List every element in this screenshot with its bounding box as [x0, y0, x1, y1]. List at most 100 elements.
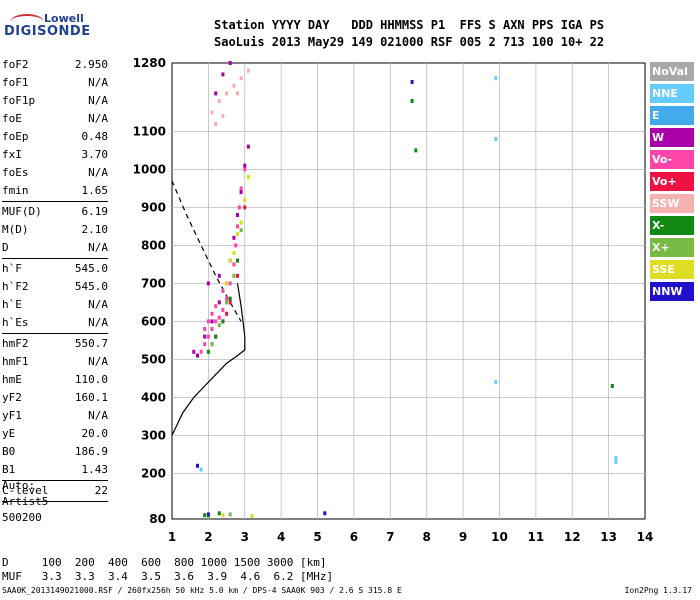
param-name: C-level: [2, 484, 49, 497]
echo-point: [414, 148, 418, 153]
legend-entry: E: [650, 106, 694, 125]
echo-point: [228, 296, 232, 301]
param-name: foF2: [2, 58, 29, 71]
param-name: hmE: [2, 373, 22, 386]
echo-point: [494, 380, 498, 385]
param-value: N/A: [88, 76, 108, 89]
echo-point: [246, 144, 250, 149]
echo-point: [236, 91, 239, 96]
echo-point: [221, 308, 225, 312]
y-tick-label: 500: [141, 352, 166, 366]
param-row: foF2 2.950: [2, 56, 108, 74]
x-tick-label: 13: [600, 530, 617, 544]
param-row: foE N/A: [2, 110, 108, 128]
echo-point: [214, 121, 218, 126]
y-tick-label: 400: [141, 390, 166, 404]
param-row: foF1p N/A: [2, 92, 108, 110]
echo-point: [494, 76, 498, 81]
echo-point: [225, 311, 229, 316]
param-row: foF1 N/A: [2, 74, 108, 92]
param-value: N/A: [88, 298, 108, 311]
echo-point: [210, 327, 214, 331]
echo-point: [210, 311, 214, 316]
legend-entry: X-: [650, 216, 694, 235]
param-value: 110.0: [74, 373, 108, 386]
param-row: h`Es N/A: [2, 314, 108, 332]
legend-entry: NNW: [650, 282, 694, 301]
param-name: h`F: [2, 262, 22, 275]
echo-point: [214, 319, 218, 324]
param-row: h`F 545.0: [2, 260, 108, 278]
param-row: h`F2 545.0: [2, 278, 108, 296]
echo-point: [239, 228, 243, 233]
y-tick-label: 700: [141, 276, 166, 290]
x-tick-label: 7: [386, 530, 394, 544]
param-name: fmin: [2, 184, 29, 197]
echo-point: [217, 300, 221, 305]
echo-point: [243, 163, 247, 168]
param-separator: [2, 201, 108, 202]
echo-point: [614, 456, 618, 461]
echo-point: [192, 349, 196, 354]
echo-point: [236, 224, 239, 229]
param-value: 1.43: [81, 463, 109, 476]
param-name: foEs: [2, 166, 29, 179]
muf-distance-row: D 100 200 400 600 800 1000 1500 3000 [km…: [2, 556, 327, 569]
y-tick-label: 800: [141, 238, 166, 252]
param-row: h`E N/A: [2, 296, 108, 314]
echo-point: [232, 262, 236, 267]
echo-point: [250, 514, 254, 518]
x-tick-label: 3: [241, 530, 249, 544]
param-value: N/A: [88, 316, 108, 329]
x-tick-label: 4: [277, 530, 285, 544]
echo-point: [199, 467, 203, 472]
echo-point: [203, 513, 207, 518]
param-value: 20.0: [81, 427, 109, 440]
param-value: 22: [94, 484, 108, 497]
echo-point: [225, 296, 229, 301]
echo-point: [210, 342, 214, 347]
legend-entry: W: [650, 128, 694, 147]
param-name: h`E: [2, 298, 22, 311]
param-value: 550.7: [74, 337, 108, 350]
profile-line: [171, 180, 242, 322]
echo-point: [214, 91, 218, 96]
echo-point: [221, 72, 225, 77]
param-name: hmF1: [2, 355, 29, 368]
param-row: D N/A: [2, 239, 108, 257]
y-tick-label: 600: [141, 314, 166, 328]
legend-entry: Vo+: [650, 172, 694, 191]
echo-point: [232, 235, 236, 240]
legend-entry: NNE: [650, 84, 694, 103]
param-row: hmF1 N/A: [2, 353, 108, 371]
echo-point: [210, 110, 214, 115]
param-value: 2.950: [74, 58, 108, 71]
echo-point: [217, 323, 221, 328]
legend-entry: SSE: [650, 260, 694, 279]
echo-point: [239, 186, 243, 191]
echo-point: [203, 342, 207, 347]
echo-point: [217, 315, 221, 320]
echo-point: [196, 463, 199, 468]
param-row: foEp 0.48: [2, 128, 108, 146]
y-tick-label: 300: [141, 428, 166, 442]
param-value: 545.0: [74, 262, 108, 275]
param-row: hmE 110.0: [2, 371, 108, 389]
echo-point: [206, 319, 210, 324]
logo-line1: Lowell: [44, 12, 84, 25]
echo-point: [221, 289, 225, 293]
muf-frequency-row: MUF 3.3 3.3 3.4 3.5 3.6 3.9 4.6 6.2 [MHz…: [2, 570, 334, 583]
param-value: N/A: [88, 112, 108, 125]
parameter-panel: foF2 2.950 foF1 N/A foF1p N/A foE N/A foEp 0.48 fx…: [2, 56, 108, 503]
profile-line: [171, 283, 246, 436]
param-row: foEs N/A: [2, 164, 108, 182]
param-name: foF1: [2, 76, 29, 89]
param-name: MUF(D): [2, 205, 42, 218]
echo-point: [206, 349, 210, 354]
echo-point: [410, 80, 414, 84]
echo-point: [236, 213, 239, 217]
echo-point: [243, 197, 247, 202]
x-tick-label: 5: [313, 530, 321, 544]
param-name: B1: [2, 463, 16, 476]
